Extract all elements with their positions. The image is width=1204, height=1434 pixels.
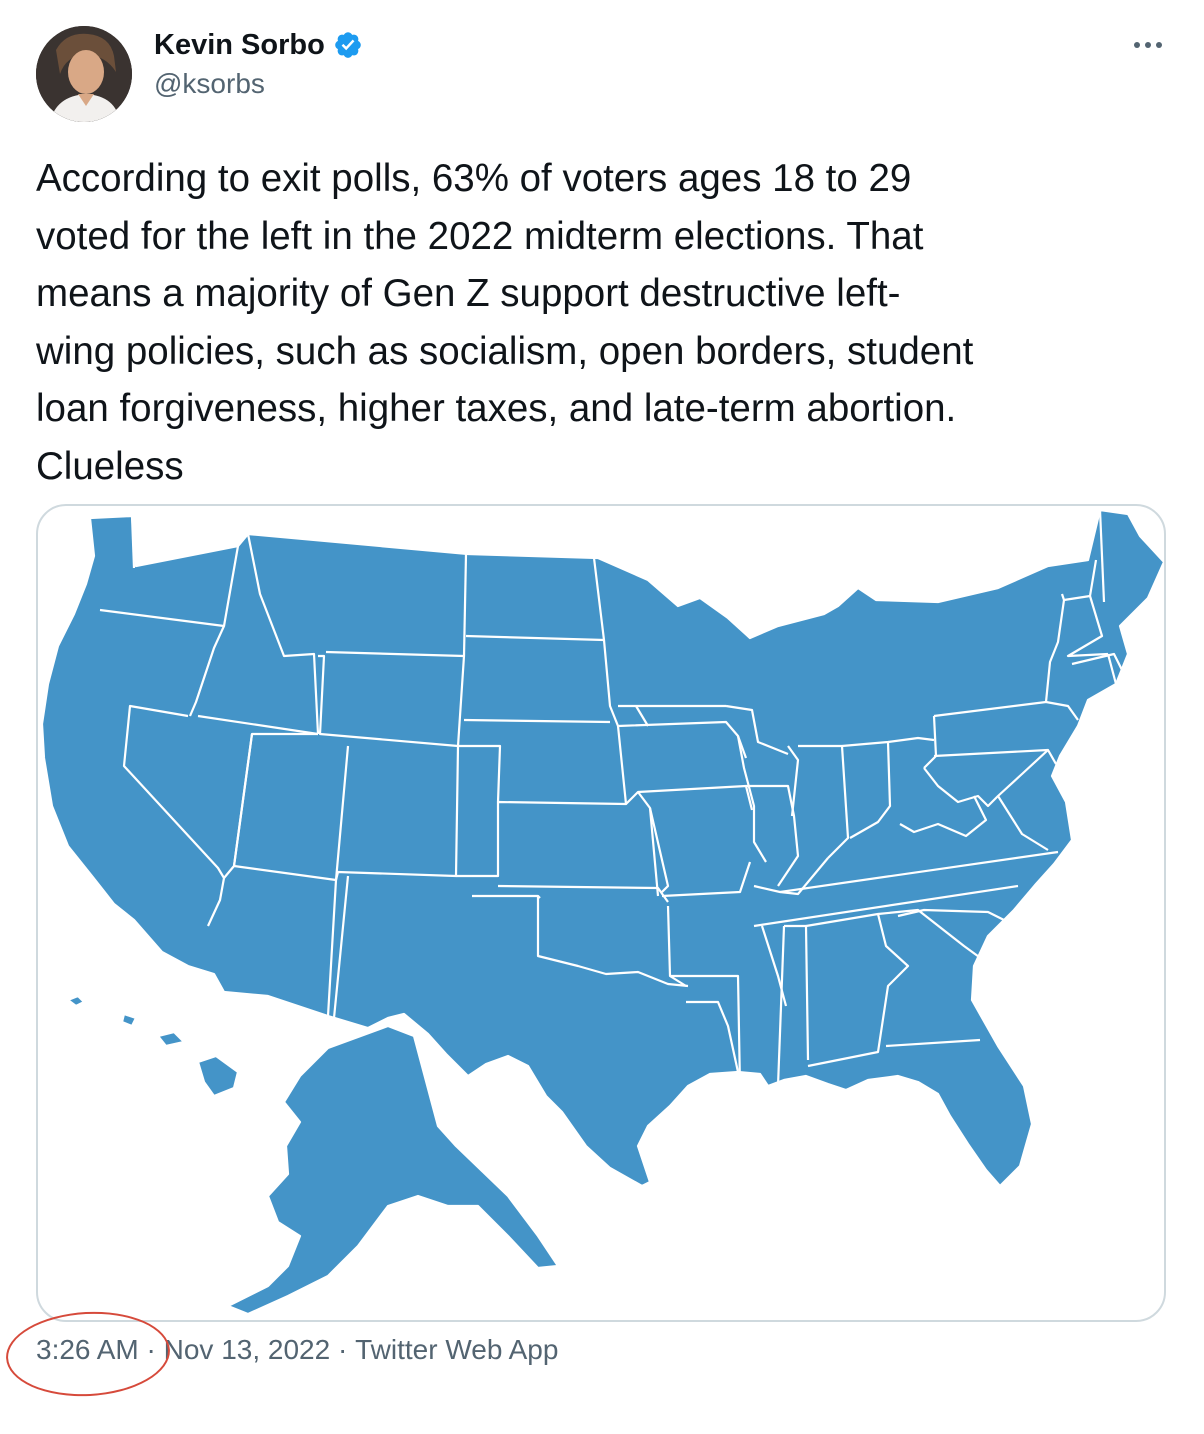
verified-badge-icon (333, 30, 363, 60)
meta-separator: · (330, 1334, 356, 1365)
tweet-meta: 3:26 AM · Nov 13, 2022 · Twitter Web App (36, 1330, 558, 1370)
avatar[interactable] (36, 26, 132, 122)
state-borders (99, 509, 1125, 1087)
avatar-photo (36, 26, 132, 122)
author-handle[interactable]: @ksorbs (154, 68, 265, 99)
meta-separator: · (138, 1334, 164, 1365)
us-states-map-image (40, 508, 1164, 1316)
author-name-row[interactable]: Kevin Sorbo (154, 28, 363, 62)
tweet-media[interactable] (36, 504, 1166, 1322)
tweet-time-link[interactable]: 3:26 AM (36, 1334, 139, 1365)
author-display-name[interactable]: Kevin Sorbo (154, 29, 325, 61)
map-hawaii-shape (66, 994, 240, 1098)
map-alaska-shape (226, 1024, 560, 1316)
tweet-text: According to exit polls, 63% of voters a… (36, 157, 974, 488)
tweet-source-link[interactable]: Twitter Web App (355, 1334, 559, 1365)
ellipsis-icon[interactable] (1126, 30, 1170, 60)
tweet-date-link[interactable]: Nov 13, 2022 (163, 1334, 331, 1365)
